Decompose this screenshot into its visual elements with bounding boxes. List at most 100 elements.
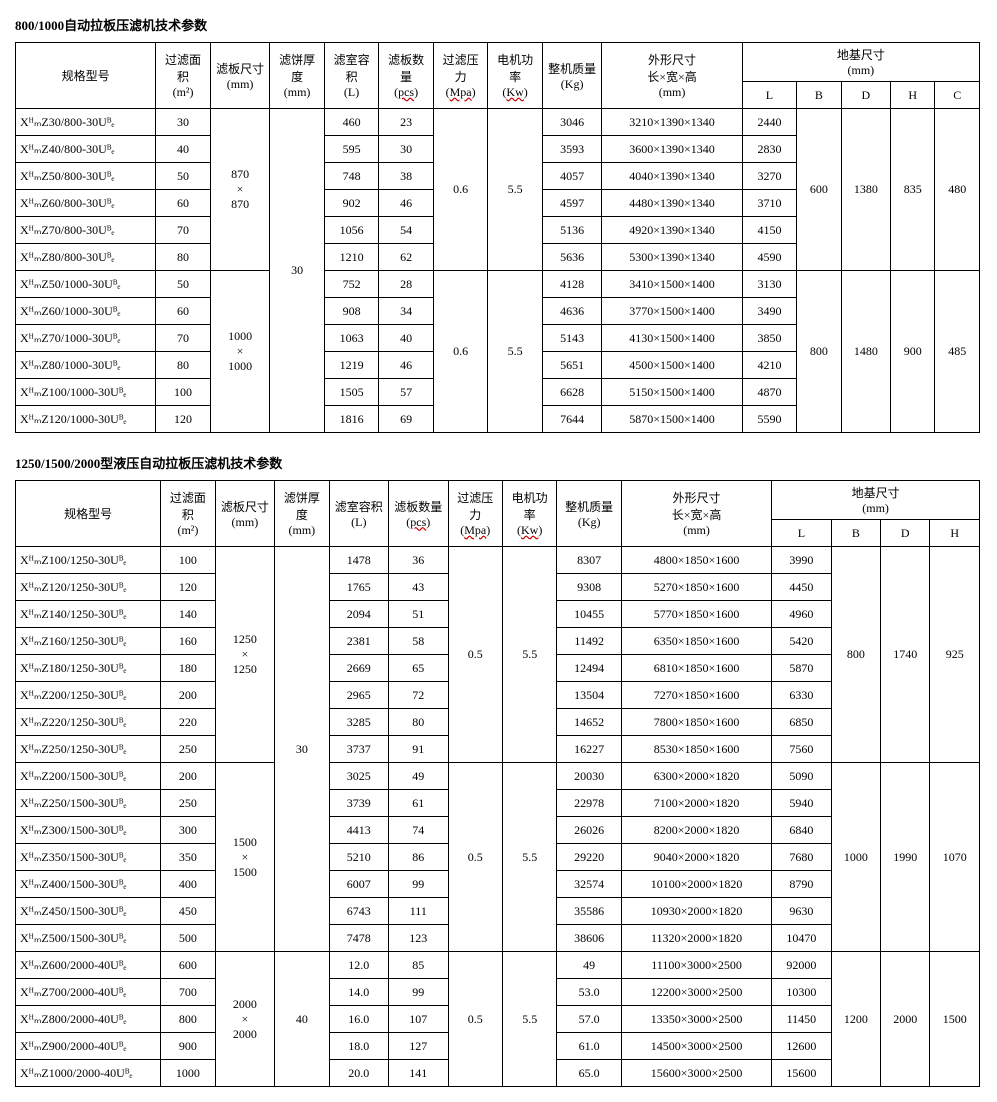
cell-model: XᴴₘZ1000/2000-40Uᴮₑ <box>16 1060 161 1087</box>
cell-model: XᴴₘZ120/1000-30Uᴮₑ <box>16 406 156 433</box>
cell-L: 4150 <box>742 217 797 244</box>
cell-qty: 91 <box>389 736 448 763</box>
cell-weight: 5651 <box>542 352 602 379</box>
h-dims: 外形尺寸长×宽×高(mm) <box>602 43 742 109</box>
cell-model: XᴴₘZ500/1500-30Uᴮₑ <box>16 925 161 952</box>
h-H: H <box>891 82 935 109</box>
cell-dims: 10100×2000×1820 <box>621 871 771 898</box>
cell-weight: 16227 <box>557 736 622 763</box>
cell-qty: 123 <box>389 925 448 952</box>
cell-area: 100 <box>161 547 215 574</box>
cell-model: XᴴₘZ80/1000-30Uᴮₑ <box>16 352 156 379</box>
cell-model: XᴴₘZ140/1250-30Uᴮₑ <box>16 601 161 628</box>
cell-dims: 7100×2000×1820 <box>621 790 771 817</box>
cell-area: 700 <box>161 979 215 1006</box>
cell-pressure: 0.5 <box>448 547 502 763</box>
cell-vol: 748 <box>324 163 379 190</box>
cell-model: XᴴₘZ60/1000-30Uᴮₑ <box>16 298 156 325</box>
cell-model: XᴴₘZ120/1250-30Uᴮₑ <box>16 574 161 601</box>
cell-L: 3130 <box>742 271 797 298</box>
cell-qty: 46 <box>379 352 434 379</box>
cell-L: 4590 <box>742 244 797 271</box>
cell-qty: 51 <box>389 601 448 628</box>
cell-vol: 1063 <box>324 325 379 352</box>
h-qty: 滤板数量(pcs) <box>379 43 434 109</box>
cell-qty: 107 <box>389 1006 448 1033</box>
h2-D: D <box>881 520 930 547</box>
cell-dims: 4920×1390×1340 <box>602 217 742 244</box>
cell-dims: 8530×1850×1600 <box>621 736 771 763</box>
cell-platesize: 1250×1250 <box>215 547 274 763</box>
cell-qty: 38 <box>379 163 434 190</box>
cell-cakethick: 30 <box>270 109 325 433</box>
cell-dims: 3770×1500×1400 <box>602 298 742 325</box>
h-cakethick: 滤饼厚度(mm) <box>270 43 325 109</box>
cell-vol: 4413 <box>329 817 388 844</box>
cell-area: 70 <box>156 217 211 244</box>
cell-vol: 3737 <box>329 736 388 763</box>
cell-area: 80 <box>156 244 211 271</box>
table-row: XᴴₘZ30/800-30Uᴮₑ30870×87030460230.65.530… <box>16 109 980 136</box>
cell-pressure: 0.5 <box>448 763 502 952</box>
cell-weight: 7644 <box>542 406 602 433</box>
cell-weight: 4636 <box>542 298 602 325</box>
cell-model: XᴴₘZ300/1500-30Uᴮₑ <box>16 817 161 844</box>
cell-area: 220 <box>161 709 215 736</box>
cell-vol: 2094 <box>329 601 388 628</box>
cell-dims: 4800×1850×1600 <box>621 547 771 574</box>
h2-B: B <box>831 520 880 547</box>
cell-L: 5420 <box>772 628 831 655</box>
cell-motor: 5.5 <box>502 952 556 1087</box>
cell-L: 11450 <box>772 1006 831 1033</box>
cell-vol: 1478 <box>329 547 388 574</box>
cell-qty: 36 <box>389 547 448 574</box>
cell-L: 4210 <box>742 352 797 379</box>
cell-model: XᴴₘZ30/800-30Uᴮₑ <box>16 109 156 136</box>
cell-L: 3270 <box>742 163 797 190</box>
cell-weight: 53.0 <box>557 979 622 1006</box>
cell-vol: 5210 <box>329 844 388 871</box>
cell-qty: 49 <box>389 763 448 790</box>
h2-dims: 外形尺寸长×宽×高(mm) <box>621 481 771 547</box>
cell-L: 4870 <box>742 379 797 406</box>
cell-dims: 15600×3000×2500 <box>621 1060 771 1087</box>
cell-dims: 13350×3000×2500 <box>621 1006 771 1033</box>
h-C: C <box>935 82 980 109</box>
h-pressure: 过滤压力(Mpa) <box>433 43 488 109</box>
h2-model: 规格型号 <box>16 481 161 547</box>
table-row: XᴴₘZ200/1500-30Uᴮₑ2001500×15003025490.55… <box>16 763 980 790</box>
cell-D: 1740 <box>881 547 930 763</box>
cell-motor: 5.5 <box>488 271 543 433</box>
cell-qty: 72 <box>389 682 448 709</box>
cell-weight: 13504 <box>557 682 622 709</box>
cell-model: XᴴₘZ70/800-30Uᴮₑ <box>16 217 156 244</box>
cell-weight: 26026 <box>557 817 622 844</box>
cell-H: 1500 <box>930 952 980 1087</box>
cell-motor: 5.5 <box>488 109 543 271</box>
cell-model: XᴴₘZ220/1250-30Uᴮₑ <box>16 709 161 736</box>
cell-vol: 1056 <box>324 217 379 244</box>
h-weight: 整机质量(Kg) <box>542 43 602 109</box>
cell-area: 400 <box>161 871 215 898</box>
cell-weight: 20030 <box>557 763 622 790</box>
cell-L: 92000 <box>772 952 831 979</box>
cell-L: 10300 <box>772 979 831 1006</box>
cell-weight: 65.0 <box>557 1060 622 1087</box>
cell-vol: 14.0 <box>329 979 388 1006</box>
cell-weight: 11492 <box>557 628 622 655</box>
cell-model: XᴴₘZ80/800-30Uᴮₑ <box>16 244 156 271</box>
cell-model: XᴴₘZ250/1500-30Uᴮₑ <box>16 790 161 817</box>
h-model: 规格型号 <box>16 43 156 109</box>
cell-model: XᴴₘZ200/1500-30Uᴮₑ <box>16 763 161 790</box>
cell-qty: 58 <box>389 628 448 655</box>
cell-qty: 57 <box>379 379 434 406</box>
cell-vol: 20.0 <box>329 1060 388 1087</box>
cell-weight: 38606 <box>557 925 622 952</box>
cell-model: XᴴₘZ450/1500-30Uᴮₑ <box>16 898 161 925</box>
cell-motor: 5.5 <box>502 547 556 763</box>
cell-weight: 12494 <box>557 655 622 682</box>
cell-area: 50 <box>156 271 211 298</box>
cell-weight: 10455 <box>557 601 622 628</box>
cell-dims: 5270×1850×1600 <box>621 574 771 601</box>
table1-header-row1: 规格型号 过滤面积(m²) 滤板尺寸(mm) 滤饼厚度(mm) 滤室容积(L) … <box>16 43 980 82</box>
